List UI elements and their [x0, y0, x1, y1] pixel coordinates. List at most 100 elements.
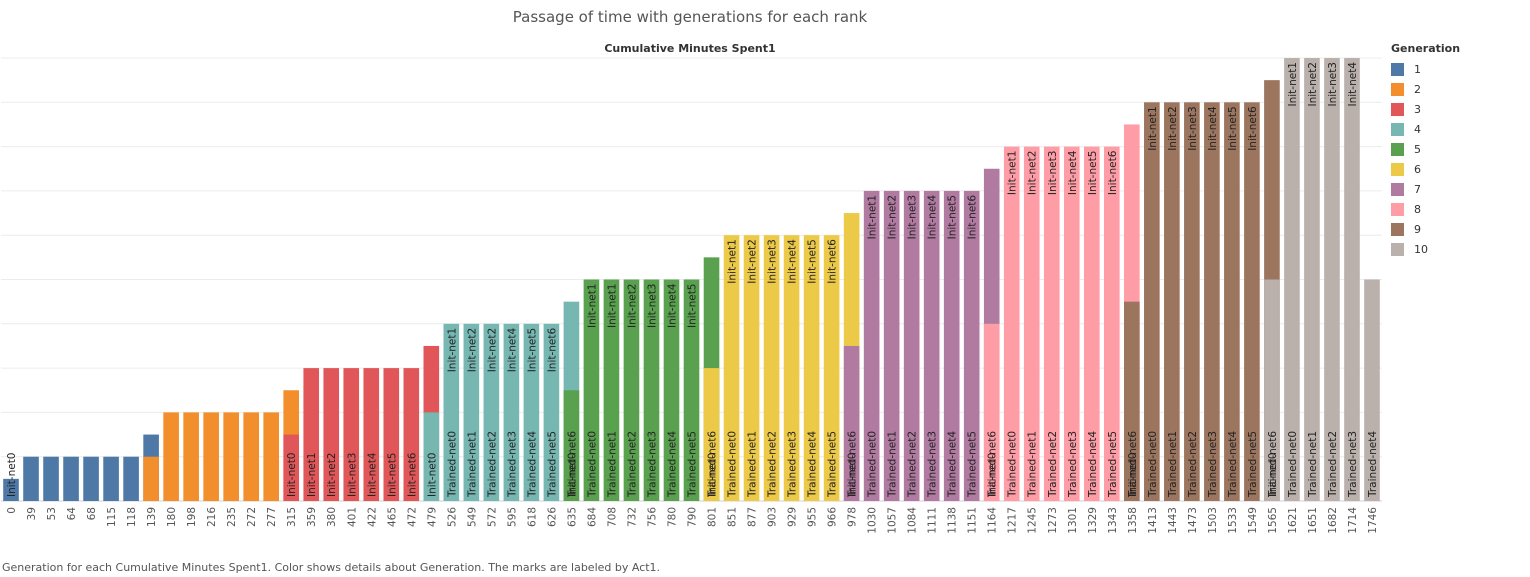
- x-tick-label: 315: [286, 507, 298, 527]
- bar-gen-6-x-966: [823, 235, 840, 501]
- x-tick-label: 635: [566, 507, 578, 527]
- bar-label: Trained-net2: [1187, 431, 1199, 498]
- legend-item-1[interactable]: 1: [1391, 59, 1526, 79]
- bar-label: Trained-net3: [1067, 431, 1079, 498]
- bar-gen-2-x-216: [203, 412, 219, 501]
- bar-label: Init-net5: [947, 195, 959, 240]
- bar-gen-8-x-1245: [1023, 146, 1040, 501]
- legend-items: 1 2 3 4 5 6 7 8 9 10: [1391, 59, 1526, 260]
- legend-item-4[interactable]: 4: [1391, 119, 1526, 139]
- legend-label: 3: [1414, 102, 1421, 116]
- x-tick-label: 118: [126, 507, 138, 527]
- bar-gen-10-x-1621: [1284, 58, 1300, 501]
- bar-gen-9-x-1358: [1124, 301, 1140, 501]
- bar-label: Init-net6: [1247, 106, 1259, 151]
- bar-gen-4-x-626: [543, 323, 560, 501]
- bar-label: Init-net6: [1107, 150, 1119, 195]
- x-tick-label: 1301: [1067, 507, 1079, 534]
- legend-item-8[interactable]: 8: [1391, 200, 1526, 220]
- bar-gen-7-x-1111: [923, 190, 940, 501]
- legend-swatch: [1391, 142, 1404, 156]
- x-tick-label: 272: [246, 507, 258, 527]
- bar-gen-2-x-272: [243, 412, 259, 501]
- bar-label: Init-net5: [1227, 106, 1239, 151]
- bar-label: Init-net1: [606, 284, 618, 329]
- legend-item-9[interactable]: 9: [1391, 220, 1526, 240]
- bar-label: Init-net5: [1087, 151, 1099, 196]
- x-tick-label: 756: [646, 507, 658, 527]
- legend-item-3[interactable]: 3: [1391, 99, 1526, 119]
- bar-label: Trained-net3: [506, 431, 518, 498]
- bar-label: Trained-net1: [466, 431, 478, 498]
- bar-gen-9-x-1443: [1164, 102, 1180, 502]
- bar-gen-5-x-684: [583, 279, 600, 501]
- bar-label: Init-net2: [466, 328, 478, 373]
- legend-item-5[interactable]: 5: [1391, 139, 1526, 159]
- bar-label: Trained-net3: [787, 431, 799, 498]
- bar-label: Trained-net5: [687, 431, 699, 498]
- legend-label: 7: [1414, 183, 1421, 197]
- x-tick-label: 1443: [1167, 507, 1179, 534]
- x-tick-label: 708: [606, 507, 618, 527]
- legend-item-10[interactable]: 10: [1391, 240, 1526, 260]
- bar-label: Trained-net5: [827, 431, 839, 498]
- bar-gen-2-x-235: [223, 412, 239, 501]
- legend: Generation 1 2 3 4 5 6 7 8 9 10: [1391, 42, 1526, 260]
- x-tick-label: 1503: [1207, 507, 1219, 534]
- bar-gen-5-x-708: [603, 279, 620, 501]
- bar-label: Trained-net6: [987, 431, 999, 498]
- bar-gen-10-x-1651: [1304, 58, 1320, 501]
- bar-gen-4-x-479: [423, 412, 440, 501]
- bar-gen-7-x-1151: [963, 190, 980, 501]
- bar-gen-1-x-115: [103, 456, 119, 501]
- bar-label: Init-net1: [306, 453, 318, 498]
- legend-item-6[interactable]: 6: [1391, 159, 1526, 179]
- x-tick-label: 0: [6, 507, 18, 514]
- bar-gen-6-x-801: [703, 368, 720, 501]
- legend-swatch: [1391, 183, 1404, 197]
- bar-gen-9-x-1473: [1184, 102, 1200, 502]
- legend-item-7[interactable]: 7: [1391, 180, 1526, 200]
- bar-gen-6-x-877: [743, 235, 760, 501]
- bar-gen-1-x-53: [43, 456, 59, 501]
- bar-label: Init-net0: [987, 453, 999, 498]
- bar-label: Init-net1: [727, 239, 739, 284]
- chart-caption: Generation for each Cumulative Minutes S…: [2, 561, 661, 574]
- bar-label: Trained-net2: [907, 431, 919, 498]
- x-tick-label: 572: [486, 507, 498, 527]
- x-tick-label: 877: [747, 507, 759, 527]
- legend-label: 5: [1414, 142, 1421, 156]
- bar-label: Init-net5: [687, 284, 699, 329]
- bar-label: Init-net2: [626, 284, 638, 329]
- bar-gen-9-x-1549: [1244, 102, 1260, 502]
- bar-label: Init-net4: [666, 283, 678, 328]
- legend-swatch: [1391, 62, 1404, 76]
- bar-gen-2-x-198: [183, 412, 199, 501]
- bar-label: Trained-net2: [626, 431, 638, 498]
- bar-label: Trained-net1: [606, 431, 618, 498]
- x-tick-label: 929: [787, 507, 799, 527]
- bar-label: Init-net4: [1067, 150, 1079, 195]
- x-tick-label: 801: [707, 507, 719, 527]
- bar-gen-10-x-1565: [1264, 279, 1280, 501]
- bar-label: Trained-net0: [446, 431, 458, 498]
- bar-label: Init-net2: [1167, 106, 1179, 151]
- bar-gen-1-x-64: [63, 456, 79, 501]
- x-tick-label: 526: [446, 507, 458, 527]
- bar-label: Trained-net1: [1027, 431, 1039, 498]
- bar-label: Init-net6: [406, 452, 418, 497]
- bar-label: Init-net0: [566, 453, 578, 498]
- bar-label: Init-net4: [1207, 106, 1219, 151]
- bar-gen-8-x-1301: [1063, 146, 1080, 501]
- bar-label: Init-net0: [426, 453, 438, 498]
- x-tick-label: 595: [506, 507, 518, 527]
- x-tick-label: 472: [406, 507, 418, 527]
- legend-item-2[interactable]: 2: [1391, 79, 1526, 99]
- x-tick-label: 1217: [1007, 507, 1019, 534]
- bar-chart: Init-net0 0 39 53 64 68 115 118 139 180 198 216 235 2…: [1, 57, 1382, 534]
- bar-label: Init-net4: [1347, 62, 1359, 107]
- bar-label: Init-net3: [907, 195, 919, 240]
- bar-label: Trained-net0: [1147, 431, 1159, 498]
- bar-gen-5-x-790: [683, 279, 700, 501]
- bar-label: Init-net3: [646, 284, 658, 329]
